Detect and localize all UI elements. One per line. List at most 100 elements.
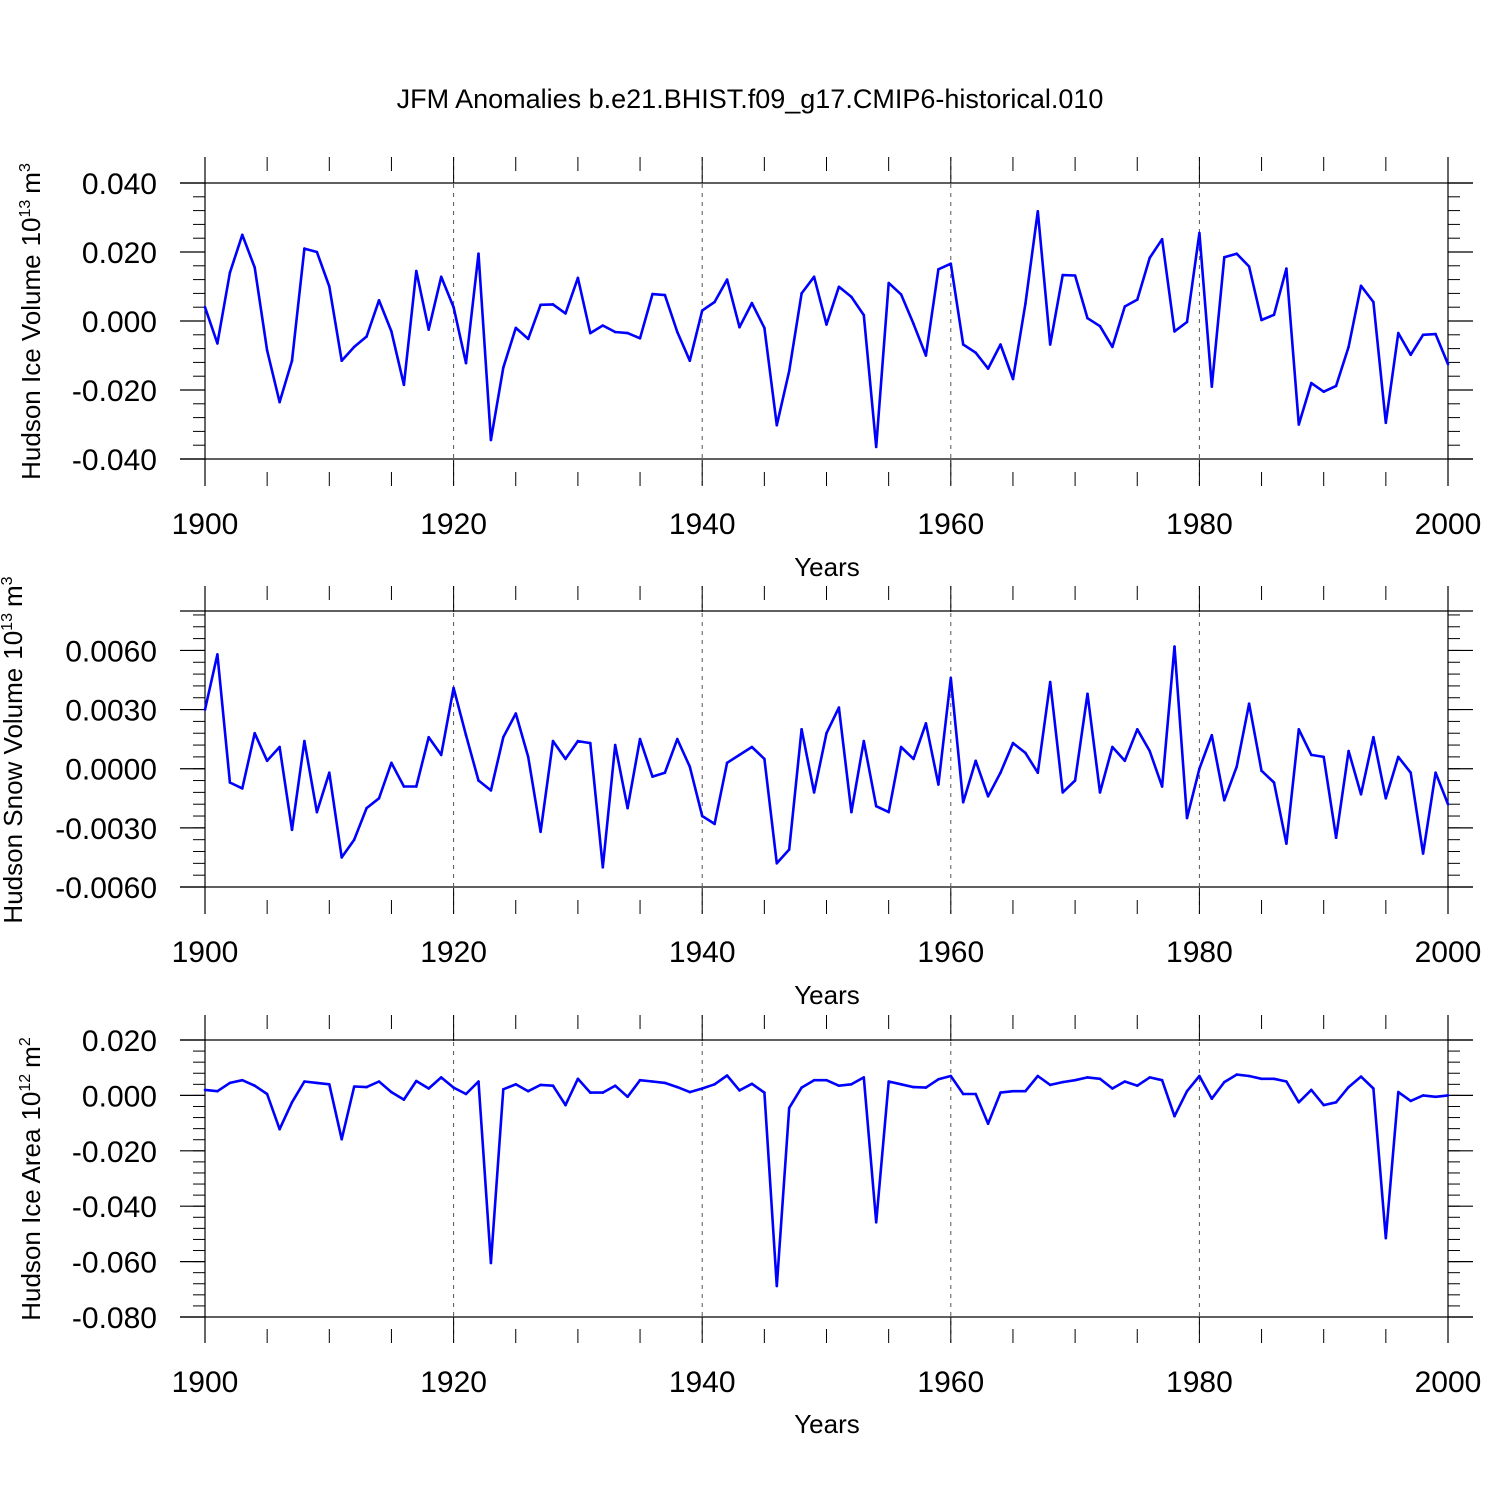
data-point bbox=[402, 383, 406, 387]
data-point bbox=[564, 1103, 567, 1107]
data-point bbox=[850, 295, 853, 299]
data-point bbox=[1372, 300, 1375, 304]
x-axis-title: Years bbox=[794, 1409, 860, 1439]
data-point bbox=[1434, 771, 1437, 774]
data-point bbox=[1036, 210, 1040, 213]
ytick-label: 0.0000 bbox=[65, 754, 157, 787]
xtick-label: 1940 bbox=[669, 1366, 736, 1399]
data-point bbox=[452, 686, 455, 690]
data-point bbox=[365, 1085, 368, 1089]
data-point bbox=[1397, 331, 1400, 335]
xtick-label: 1960 bbox=[917, 508, 984, 541]
ytick-label: -0.020 bbox=[72, 375, 157, 408]
data-point bbox=[1210, 1097, 1214, 1100]
data-point bbox=[825, 323, 828, 326]
data-point bbox=[539, 1083, 542, 1087]
y-axis-title-text: Hudson Ice Area bbox=[16, 1128, 46, 1321]
data-point bbox=[613, 743, 617, 747]
data-point bbox=[352, 1085, 356, 1088]
data-point bbox=[812, 1078, 816, 1082]
data-point bbox=[1036, 1074, 1040, 1078]
data-point bbox=[228, 781, 232, 784]
data-point bbox=[974, 759, 977, 763]
data-point bbox=[613, 1084, 617, 1087]
data-point bbox=[1384, 1236, 1388, 1240]
data-point bbox=[986, 1122, 990, 1125]
data-point bbox=[303, 247, 306, 250]
data-point bbox=[315, 1081, 319, 1085]
data-point bbox=[1285, 1080, 1288, 1083]
data-point bbox=[676, 1085, 679, 1089]
ytick-label: -0.0030 bbox=[55, 813, 157, 846]
data-point bbox=[800, 292, 803, 295]
data-point bbox=[700, 309, 704, 312]
data-point bbox=[1111, 745, 1114, 749]
data-point bbox=[1123, 305, 1127, 308]
data-point bbox=[1310, 381, 1313, 385]
data-point bbox=[862, 1076, 866, 1079]
data-point bbox=[328, 1083, 331, 1086]
ytick-label: 0.0060 bbox=[65, 635, 157, 668]
xtick-label: 1960 bbox=[917, 1366, 984, 1399]
data-point bbox=[551, 303, 555, 306]
data-point bbox=[1409, 1099, 1412, 1103]
data-point bbox=[1285, 842, 1288, 845]
data-point bbox=[1123, 1080, 1127, 1083]
data-point bbox=[874, 445, 878, 449]
data-point bbox=[1359, 793, 1363, 796]
data-point bbox=[502, 366, 505, 369]
data-point bbox=[1334, 836, 1338, 839]
ytick-label: 0.000 bbox=[82, 1080, 157, 1113]
data-point bbox=[601, 1091, 605, 1094]
data-point bbox=[390, 330, 393, 333]
data-point bbox=[228, 271, 232, 275]
data-point bbox=[1024, 302, 1027, 306]
data-point bbox=[1310, 753, 1313, 757]
data-point bbox=[986, 367, 990, 370]
data-point bbox=[526, 1089, 530, 1093]
data-point bbox=[999, 1091, 1002, 1094]
panels: 0.040 0.020 0.000 -0.020 -0.040 1900 1920 1940 1… bbox=[0, 157, 1481, 1439]
data-point bbox=[1061, 791, 1064, 794]
ytick-label: 0.0030 bbox=[65, 695, 157, 728]
data-point bbox=[924, 354, 928, 357]
data-point bbox=[1247, 702, 1251, 705]
data-point bbox=[464, 361, 468, 365]
data-point bbox=[738, 1089, 741, 1092]
data-point bbox=[340, 359, 344, 363]
data-point bbox=[775, 1284, 779, 1288]
data-point bbox=[365, 335, 368, 338]
data-point bbox=[203, 305, 207, 309]
data-point bbox=[589, 741, 592, 745]
data-point bbox=[452, 305, 455, 309]
data-point bbox=[415, 1079, 418, 1083]
data-point bbox=[1073, 1078, 1077, 1082]
data-point bbox=[216, 342, 219, 345]
data-point bbox=[1322, 755, 1325, 759]
xtick-label: 2000 bbox=[1415, 1366, 1482, 1399]
data-point bbox=[589, 331, 592, 335]
data-point bbox=[1446, 362, 1450, 366]
data-point bbox=[638, 1078, 642, 1082]
data-point bbox=[1434, 332, 1437, 336]
data-point bbox=[887, 281, 890, 285]
data-point bbox=[303, 739, 306, 743]
data-point bbox=[253, 731, 256, 735]
data-point bbox=[477, 1080, 480, 1083]
data-point bbox=[315, 250, 319, 254]
data-point bbox=[589, 1091, 592, 1094]
data-point bbox=[1297, 728, 1301, 731]
data-point bbox=[626, 806, 629, 810]
data-point bbox=[1223, 255, 1226, 259]
data-point bbox=[253, 1084, 256, 1087]
data-point bbox=[787, 369, 791, 373]
data-point bbox=[1260, 1077, 1263, 1081]
data-point bbox=[725, 278, 729, 281]
data-point bbox=[1384, 421, 1388, 425]
data-point bbox=[937, 783, 940, 786]
data-point bbox=[688, 1090, 692, 1094]
data-point bbox=[352, 345, 356, 349]
data-point bbox=[1421, 1094, 1425, 1097]
data-point bbox=[1223, 799, 1226, 802]
data-point bbox=[676, 737, 679, 741]
